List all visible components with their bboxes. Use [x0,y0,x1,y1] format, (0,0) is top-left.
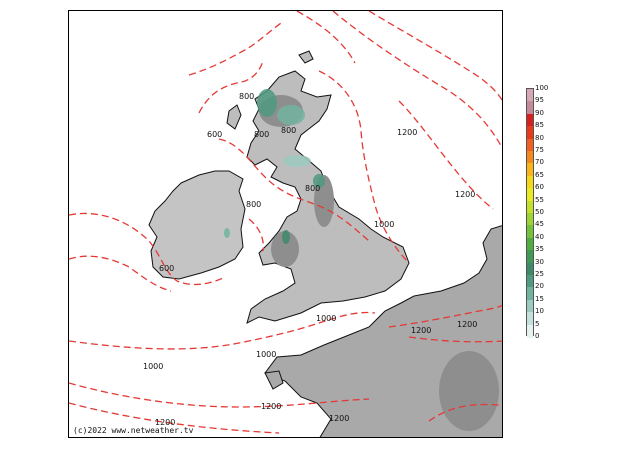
legend-label: 65 [535,170,544,179]
precip-area-grampians [277,105,305,125]
contour-label: 800 [254,130,269,139]
legend-label: 45 [535,220,544,229]
contour-label: 1000 [143,362,163,371]
legend-label: 20 [535,282,544,291]
legend-swatch [527,200,533,214]
legend-label: 30 [535,257,544,266]
legend-swatch [527,324,533,338]
legend-label: 5 [535,319,540,328]
contour-line [69,402,280,434]
map-canvas: 800 600 800 1200 800 600 800 1000 1200 8… [69,11,502,437]
contour-label: 1000 [316,314,336,323]
legend-label: 15 [535,294,544,303]
precipitation-map: 800 600 800 1200 800 600 800 1000 1200 8… [68,10,503,438]
legend-label: 75 [535,146,544,154]
contour-label: 800 [281,126,296,135]
contour-line [198,60,264,114]
precip-area-ireland [224,228,230,238]
legend-swatch [527,275,533,288]
contour-line [69,212,226,286]
legend-label: 35 [535,245,544,254]
contour-line [188,22,282,76]
legend-label: 95 [535,96,544,105]
contour-label: 600 [207,130,222,139]
contour-line [408,336,502,343]
legend-swatch [527,175,533,189]
contour-line [296,11,356,64]
contour-label: 1200 [455,190,475,199]
legend-swatch [527,287,533,301]
precip-area-lakes [313,174,325,188]
legend-swatch [527,89,533,102]
legend-swatch [527,113,533,127]
land-hebrides [226,104,242,130]
legend-label: 40 [535,232,544,241]
contour-line [69,255,172,292]
precip-area-wales [282,230,290,244]
legend-swatch [527,188,533,202]
legend-swatch [527,237,533,251]
legend-swatch [527,262,533,276]
legend-color-bar [526,88,534,338]
contour-label: 800 [239,92,254,101]
legend-swatch [527,213,533,226]
contour-line [368,11,502,102]
contour-line [388,305,502,328]
legend-label: 10 [535,307,544,316]
contour-line [69,382,370,408]
contour-line [69,311,376,350]
legend-swatch [527,163,533,177]
legend-swatch [527,225,533,239]
legend-swatch [527,138,533,152]
legend-swatch [527,126,533,140]
legend-label: 60 [535,183,544,192]
terrain-alps [439,351,499,431]
legend-swatch [527,101,533,115]
legend-label: 100 [535,84,549,92]
copyright-text: (c)2022 www.netweather.tv [73,426,194,435]
precip-area-highlands [257,89,277,117]
contour-label: 1000 [256,350,276,359]
precip-area-southern-uplands [283,155,311,167]
contour-label: 600 [159,264,174,273]
contour-label: 1200 [155,418,175,427]
contour-line [248,218,265,252]
precipitation-legend: 100 95 90 85 80 75 70 65 60 55 50 45 40 35 30 25 20 15 10 5… [526,80,556,350]
legend-label: 85 [535,121,544,130]
contour-label: 1200 [397,128,417,137]
legend-label: 50 [535,208,544,216]
contour-line [332,11,502,149]
contour-label: 1200 [411,326,431,335]
contour-line [318,70,410,264]
legend-label: 25 [535,270,544,278]
land-ireland [148,170,246,280]
legend-swatch [527,312,533,326]
legend-label: 90 [535,108,544,117]
land-orkney [298,50,314,64]
contour-label: 800 [305,184,320,193]
contour-label: 1200 [329,414,349,423]
contour-label: 800 [246,200,261,209]
contour-line [398,100,494,210]
legend-swatch [527,299,533,313]
contour-label: 1000 [374,220,394,229]
contour-line [428,403,500,422]
land-jersey-coast [264,370,284,390]
legend-label: 55 [535,195,544,204]
contour-label: 1200 [457,320,477,329]
legend-swatch [527,250,533,264]
contour-label: 1200 [261,402,281,411]
legend-swatch [527,151,533,164]
legend-label: 70 [535,158,544,167]
terrain-wales [271,231,299,267]
legend-label: 80 [535,133,544,142]
legend-label: 0 [535,332,540,340]
